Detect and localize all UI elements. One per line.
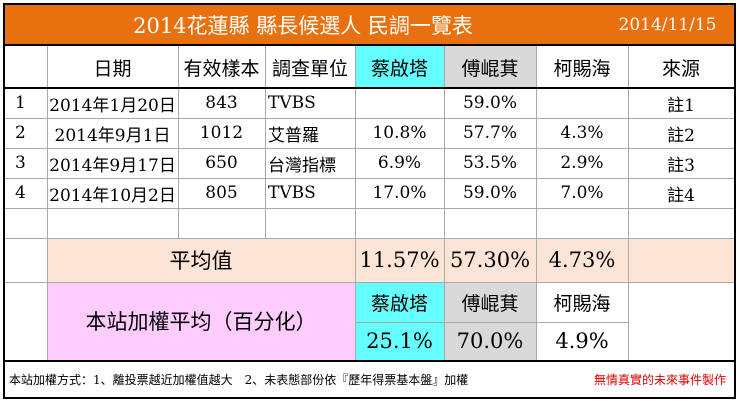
- sheet-title: 2014花蓮縣 縣長候選人 民調一覽表: [5, 5, 601, 44]
- gridline: [355, 46, 356, 360]
- row-sample[interactable]: 650: [205, 153, 238, 173]
- empty-row[interactable]: [5, 208, 734, 238]
- weighting-method-note: 本站加權方式：1、離投票越近加權值越大 2、未表態部份依『歷年得票基本盤』加權: [9, 372, 469, 387]
- gridline: [444, 46, 445, 360]
- row-candidate-2[interactable]: 53.5%: [462, 153, 517, 173]
- row-source[interactable]: 註2: [667, 125, 695, 146]
- weighted-label[interactable]: 本站加權平均（百分化）: [47, 282, 355, 360]
- header-source[interactable]: 來源: [661, 57, 700, 80]
- row-date[interactable]: 2014年9月1日: [54, 125, 171, 146]
- gridline: [47, 46, 48, 238]
- row-date[interactable]: 2014年10月2日: [49, 185, 176, 206]
- average-candidate-1[interactable]: 11.57%: [355, 238, 444, 282]
- weighted-candidate-3-value[interactable]: 4.9%: [555, 329, 609, 353]
- row-candidate-3[interactable]: [536, 88, 628, 118]
- row-sample[interactable]: 1012: [199, 123, 244, 143]
- header-sample[interactable]: 有效樣本: [183, 57, 260, 80]
- row-org[interactable]: 艾普羅: [268, 125, 319, 146]
- border: [3, 44, 736, 46]
- row-sample[interactable]: 805: [205, 183, 238, 203]
- weighted-index-cell[interactable]: [5, 282, 47, 360]
- weighted-candidate-1-name[interactable]: 蔡啟塔: [355, 282, 444, 322]
- border: [3, 87, 736, 89]
- border: [3, 397, 736, 399]
- row-candidate-2[interactable]: 57.7%: [462, 123, 517, 143]
- gridline: [5, 282, 734, 283]
- weighted-candidate-3-name[interactable]: 柯賜海: [553, 292, 611, 315]
- row-candidate-3[interactable]: 2.9%: [560, 153, 604, 173]
- gridline: [178, 46, 179, 238]
- weighted-source-cell[interactable]: [628, 282, 734, 360]
- row-number[interactable]: 2: [15, 123, 26, 143]
- weighted-candidate-2-name[interactable]: 傅崐萁: [444, 282, 536, 322]
- row-date[interactable]: 2014年1月20日: [49, 95, 176, 116]
- row-org[interactable]: 台灣指標: [268, 155, 336, 176]
- border: [3, 3, 5, 399]
- row-org[interactable]: TVBS: [268, 93, 316, 113]
- gridline: [5, 178, 734, 179]
- border: [3, 360, 736, 362]
- header-index-cell[interactable]: [5, 46, 47, 88]
- row-number[interactable]: 4: [15, 183, 26, 203]
- gridline: [5, 148, 734, 149]
- average-candidate-3[interactable]: 4.73%: [536, 238, 628, 282]
- gridline: [628, 46, 629, 360]
- gridline: [536, 46, 537, 360]
- sheet-date: 2014/11/15: [601, 5, 734, 44]
- row-candidate-1[interactable]: 10.8%: [372, 123, 427, 143]
- border: [3, 3, 736, 5]
- weighted-candidate-2-value[interactable]: 70.0%: [444, 322, 536, 360]
- gridline: [47, 238, 48, 360]
- average-index-cell[interactable]: [5, 238, 47, 282]
- row-org[interactable]: TVBS: [268, 183, 316, 203]
- gridline: [355, 322, 628, 323]
- weighted-candidate-1-value[interactable]: 25.1%: [355, 322, 444, 360]
- average-label[interactable]: 平均值: [47, 238, 355, 282]
- gridline: [265, 46, 266, 238]
- row-candidate-1[interactable]: [355, 88, 444, 118]
- row-number[interactable]: 1: [15, 93, 26, 113]
- average-source-cell[interactable]: [628, 238, 734, 282]
- header-candidate-3[interactable]: 柯賜海: [553, 57, 611, 80]
- row-source[interactable]: 註1: [667, 95, 695, 116]
- header-candidate-2[interactable]: 傅崐萁: [444, 46, 536, 88]
- header-date[interactable]: 日期: [93, 57, 132, 80]
- header-org[interactable]: 調查單位: [271, 57, 348, 80]
- row-candidate-2[interactable]: 59.0%: [462, 93, 517, 113]
- row-candidate-3[interactable]: 7.0%: [560, 183, 604, 203]
- gridline: [5, 238, 734, 239]
- header-candidate-1[interactable]: 蔡啟塔: [355, 46, 444, 88]
- row-candidate-1[interactable]: 6.9%: [377, 153, 422, 173]
- row-candidate-3[interactable]: 4.3%: [560, 123, 604, 143]
- row-source[interactable]: 註4: [667, 185, 695, 206]
- row-sample[interactable]: 843: [205, 93, 238, 113]
- average-candidate-2[interactable]: 57.30%: [444, 238, 536, 282]
- row-candidate-2[interactable]: 59.0%: [462, 183, 517, 203]
- row-candidate-1[interactable]: 17.0%: [372, 183, 427, 203]
- gridline: [5, 118, 734, 119]
- row-date[interactable]: 2014年9月17日: [49, 155, 176, 176]
- border: [734, 3, 736, 399]
- row-source[interactable]: 註3: [667, 155, 695, 176]
- gridline: [5, 208, 734, 209]
- row-number[interactable]: 3: [15, 153, 26, 173]
- credit-note: 無情真實的未來事件製作: [593, 372, 726, 387]
